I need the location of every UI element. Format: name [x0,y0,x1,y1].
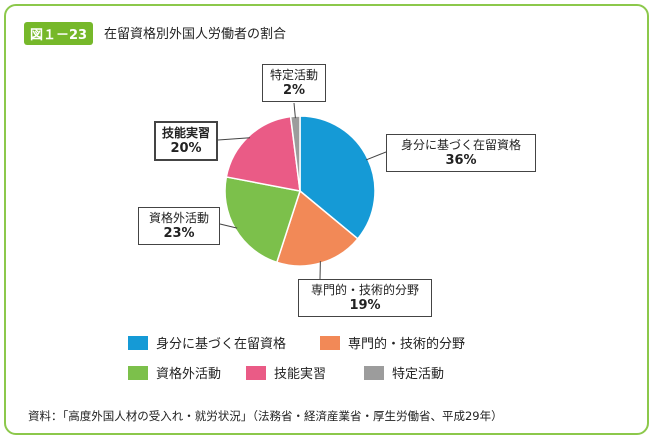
slice-percent: 23% [163,226,195,241]
legend-item-mibun: 身分に基づく在留資格 [128,333,286,352]
legend-item-shikakugai: 資格外活動 [128,363,221,382]
slice-percent: 36% [445,153,477,168]
figure-number-badge: 図１－23 [24,22,94,45]
leader-line [217,137,251,141]
legend-swatch [128,365,148,380]
slice-label: 資格外活動 [148,211,209,225]
legend-swatch [246,365,266,380]
callout-mibun: 身分に基づく在留資格 36% [386,134,536,172]
slice-percent: 19% [349,298,381,313]
callout-ginou: 技能実習 20% [154,121,218,161]
slice-label: 身分に基づく在留資格 [400,138,521,152]
slice-percent: 20% [170,141,202,156]
slice-label: 技能実習 [161,126,210,140]
legend-item-senmon: 専門的・技術的分野 [320,333,465,352]
callout-senmon: 専門的・技術的分野 19% [298,279,432,317]
slice-label: 専門的・技術的分野 [310,283,419,297]
legend-label: 技能実習 [274,367,327,382]
slice-shikakugai [224,176,301,264]
legend-label: 身分に基づく在留資格 [156,337,287,352]
callout-tokutei: 特定活動 2% [262,64,326,102]
slice-label: 特定活動 [269,68,318,82]
legend-swatch [128,335,148,350]
slice-percent: 2% [282,83,306,98]
legend-label: 専門的・技術的分野 [348,337,466,352]
legend-swatch [320,335,340,350]
leader-line [219,223,238,229]
legend-item-tokutei: 特定活動 [364,363,444,382]
legend-swatch [364,365,384,380]
figure-title: 在留資格別外国人労働者の割合 [104,27,287,42]
source-note: 資料：「高度外国人材の受入れ・就労状況」（法務省・経済産業省・厚生労働省、平成2… [28,409,503,423]
leader-line [365,151,387,161]
legend-label: 資格外活動 [156,367,222,382]
leader-line [293,102,296,119]
legend-item-ginou: 技能実習 [246,363,326,382]
legend-label: 特定活動 [392,367,445,382]
slice-ginou [225,115,301,192]
callout-shikakugai: 資格外活動 23% [138,207,220,245]
slice-senmon [275,189,359,267]
